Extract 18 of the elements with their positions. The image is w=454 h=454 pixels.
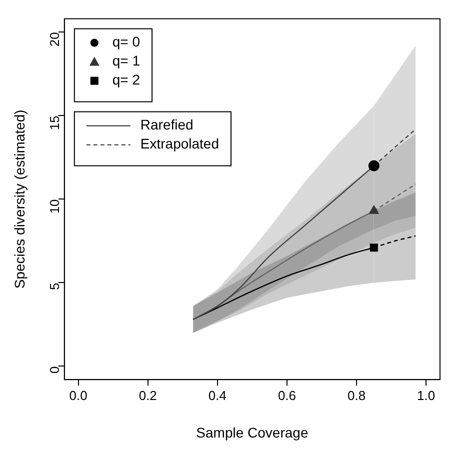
x-tick-label: 1.0: [417, 388, 436, 403]
legend-label: Rarefied: [140, 116, 194, 133]
legend-label: Extrapolated: [140, 136, 220, 152]
y-axis-title: Species diversity (estimated): [11, 110, 28, 289]
x-tick-label: 0.8: [347, 388, 366, 403]
x-tick-label: 0.2: [138, 388, 157, 403]
y-tick-label: 20: [46, 32, 62, 47]
y-tick-label: 5: [46, 282, 62, 290]
x-tick-label: 0.0: [69, 388, 88, 403]
y-tick-label: 0: [46, 366, 62, 374]
y-tick-label: 15: [46, 116, 62, 130]
x-axis-title: Sample Coverage: [196, 424, 308, 440]
y-tick-label: 10: [46, 199, 62, 214]
legend-label: q= 0: [112, 34, 140, 50]
x-tick-label: 0.6: [278, 388, 296, 403]
legend-label: q= 2: [112, 72, 140, 88]
legend-label: q= 1: [112, 52, 140, 69]
x-tick-label: 0.4: [208, 388, 226, 403]
